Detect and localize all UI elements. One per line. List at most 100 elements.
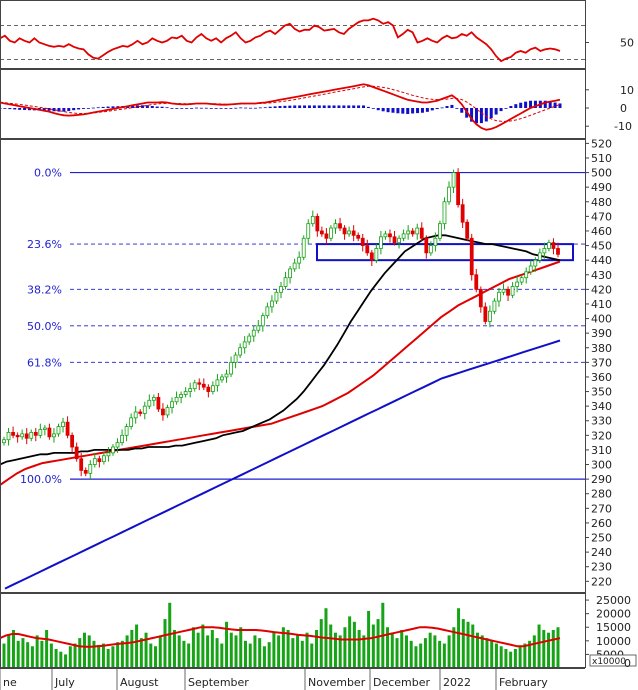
- macd-histogram-bar: [96, 107, 100, 109]
- candle-body: [83, 469, 88, 474]
- candle-body: [442, 201, 447, 225]
- price-tick-label: 410: [591, 298, 612, 311]
- macd-histogram-bar: [504, 108, 508, 109]
- macd-histogram-bar: [136, 105, 140, 108]
- macd-histogram-bar: [357, 105, 361, 108]
- macd-histogram-bar: [273, 106, 277, 108]
- price-tick-label: 400: [591, 313, 612, 326]
- volume-bar: [461, 619, 465, 668]
- candle-body: [487, 310, 492, 322]
- candle-body: [279, 286, 283, 293]
- candle-body: [501, 288, 506, 293]
- volume-bar: [130, 629, 134, 668]
- candle-body: [147, 399, 152, 407]
- candle-body: [478, 288, 483, 308]
- volume-bar: [296, 635, 300, 668]
- volume-tick-label: 15000: [596, 621, 631, 634]
- macd-histogram-bar: [386, 108, 390, 113]
- macd-histogram-bar: [298, 105, 302, 108]
- macd-histogram-bar: [529, 100, 533, 108]
- macd-histogram-bar: [72, 108, 76, 111]
- macd-histogram-bar: [376, 108, 380, 111]
- volume-bar: [362, 635, 366, 668]
- candle-body: [70, 434, 75, 448]
- price-tick-label: 390: [591, 327, 612, 340]
- volume-bar: [149, 643, 153, 668]
- candle-body: [120, 434, 124, 444]
- macd-histogram-bar: [155, 106, 159, 108]
- macd-histogram-bar: [303, 105, 307, 108]
- volume-bar: [319, 619, 323, 668]
- candle-body: [415, 227, 420, 235]
- macd-histogram-bar: [190, 108, 194, 109]
- volume-bar: [201, 624, 205, 668]
- candle-body: [215, 379, 220, 387]
- volume-bar: [45, 629, 49, 668]
- macd-histogram-bar: [430, 108, 434, 111]
- candle-body: [247, 335, 252, 343]
- candle-body: [537, 252, 542, 261]
- candle-body: [528, 265, 533, 273]
- macd-histogram-bar: [219, 108, 223, 109]
- macd-histogram-bar: [435, 108, 439, 110]
- volume-bar: [532, 635, 536, 668]
- volume-bar: [26, 642, 30, 668]
- volume-bar: [513, 648, 517, 668]
- candle-body: [469, 237, 474, 276]
- candle-body: [392, 236, 397, 244]
- macd-histogram-bar: [460, 108, 464, 113]
- macd-histogram-bar: [484, 108, 488, 122]
- macd-histogram-bar: [312, 105, 316, 108]
- macd-histogram-bar: [411, 108, 415, 114]
- macd-histogram-bar: [77, 108, 81, 110]
- candle-body: [533, 259, 538, 267]
- price-panel: 0.0% 23.6% 38.2% 50.0% 61.8% 100.0%: [0, 167, 585, 590]
- candle-body: [265, 306, 270, 317]
- candle-body: [6, 432, 11, 441]
- macd-histogram-bar: [131, 105, 135, 108]
- candle-body: [79, 458, 84, 471]
- candle-body: [483, 306, 488, 322]
- volume-bar: [485, 638, 489, 668]
- volume-bar: [528, 640, 532, 668]
- candle-body: [433, 237, 438, 246]
- volume-bar: [234, 635, 238, 668]
- price-tick-label: 480: [591, 196, 612, 209]
- candle-body: [256, 325, 261, 331]
- candle-body: [270, 300, 274, 308]
- macd-histogram-bar: [327, 105, 331, 108]
- volume-bar: [423, 638, 427, 668]
- macd-histogram-bar: [3, 108, 7, 109]
- macd-histogram-bar: [27, 108, 31, 111]
- price-tick-label: 470: [591, 210, 612, 223]
- macd-signal-line: [0, 85, 561, 123]
- volume-bar: [196, 632, 200, 668]
- macd-histogram-bar: [401, 108, 405, 114]
- macd-histogram-bar: [352, 105, 356, 108]
- macd-histogram-bar: [317, 105, 321, 108]
- macd-histogram-bar: [91, 107, 95, 109]
- price-tick-label: 330: [591, 415, 612, 428]
- candle-body: [460, 204, 465, 223]
- volume-bar: [239, 627, 243, 668]
- volume-bar: [35, 635, 39, 668]
- volume-bar: [281, 627, 285, 668]
- volume-bar: [54, 648, 58, 668]
- candle-body: [283, 277, 288, 287]
- candle-body: [542, 248, 547, 254]
- macd-histogram-bar: [470, 108, 474, 122]
- candle-body: [333, 223, 338, 229]
- candle-body: [260, 315, 265, 327]
- price-tick-label: 350: [591, 386, 612, 399]
- macd-histogram-bar: [514, 104, 518, 108]
- candle-body: [556, 248, 560, 255]
- ma-long-line: [4, 339, 561, 590]
- macd-histogram-bar: [170, 108, 174, 109]
- panel-frame: [0, 139, 586, 593]
- macd-histogram-bar: [263, 107, 267, 109]
- volume-bar: [177, 635, 181, 668]
- macd-histogram-bar: [381, 108, 385, 112]
- volume-bar: [262, 646, 266, 668]
- volume-bar: [509, 651, 513, 668]
- macd-histogram-bar: [509, 105, 513, 108]
